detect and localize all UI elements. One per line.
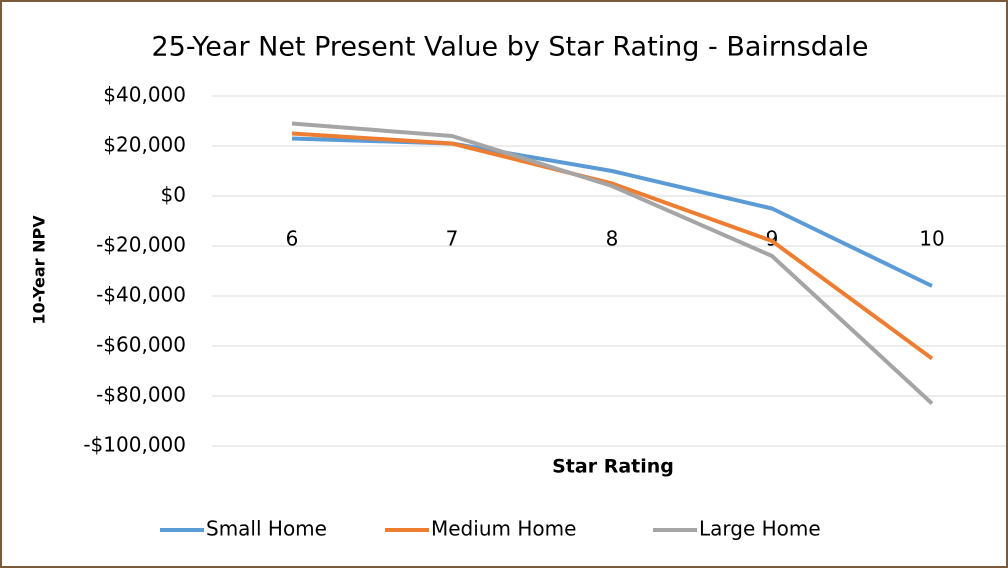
x-tick-label: 6 [286, 227, 299, 251]
legend-label: Medium Home [431, 517, 576, 541]
y-tick-label: -$40,000 [96, 283, 186, 307]
x-axis-title: Star Rating [552, 456, 674, 478]
x-tick-label: 10 [919, 227, 944, 251]
series-line [291, 121, 934, 405]
series-line [291, 131, 934, 361]
y-tick-label: -$60,000 [96, 333, 186, 357]
y-tick-label: $20,000 [103, 133, 186, 157]
y-axis-title: 10-Year NPV [30, 215, 49, 325]
y-tick-label: -$100,000 [83, 433, 186, 457]
y-tick-label: -$80,000 [96, 383, 186, 407]
legend-label: Large Home [699, 517, 821, 541]
y-tick-label: $0 [161, 183, 186, 207]
y-tick-label: $40,000 [103, 83, 186, 107]
chart-title: 25-Year Net Present Value by Star Rating… [151, 32, 868, 63]
legend-label: Small Home [206, 517, 327, 541]
x-tick-label: 7 [446, 227, 459, 251]
y-tick-label: -$20,000 [96, 233, 186, 257]
x-tick-label: 8 [606, 227, 619, 251]
